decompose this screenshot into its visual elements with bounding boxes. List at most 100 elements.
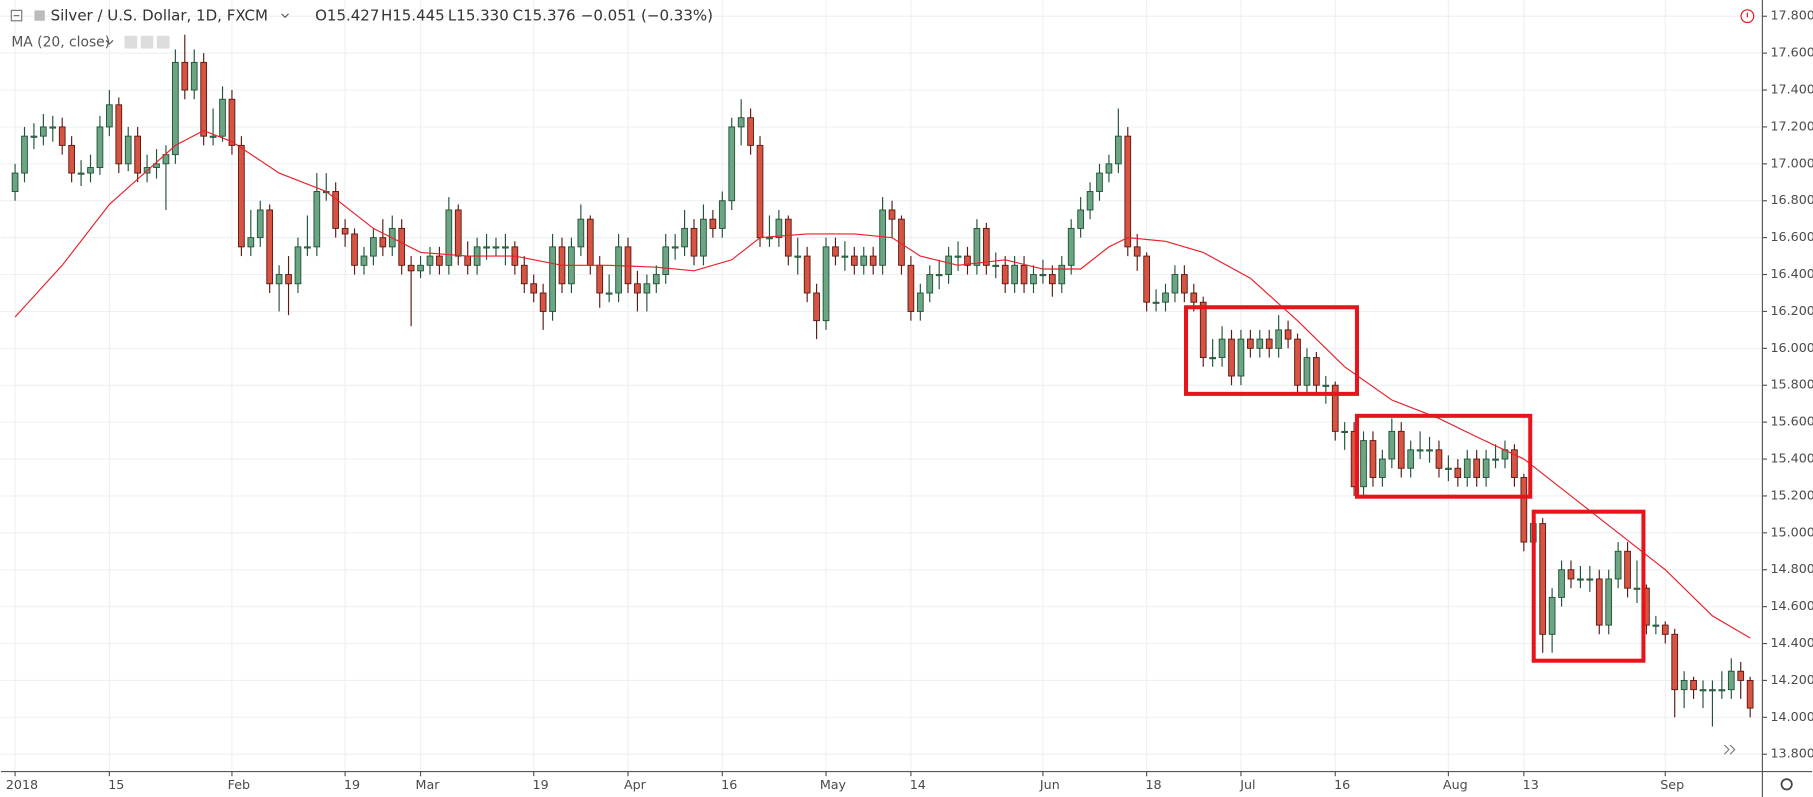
candle-body [341, 227, 349, 235]
candle-body [162, 154, 170, 165]
candle-body [1426, 449, 1433, 452]
ohlc-open: O15.427 [315, 7, 379, 25]
highlight-box [1354, 413, 1533, 499]
candle-body [1633, 587, 1641, 590]
y-tick-label: 14.400 [1770, 635, 1813, 650]
candle-body [1548, 596, 1556, 635]
candle-body [1671, 633, 1679, 691]
candle-body [379, 237, 387, 248]
candle-body [1265, 338, 1273, 349]
candle-body [445, 209, 453, 266]
y-tick-label: 16.200 [1770, 303, 1813, 318]
candle-body [747, 117, 754, 146]
candle-body [1397, 430, 1405, 469]
candle-body [1331, 384, 1339, 432]
y-tick-label: 14.800 [1770, 561, 1813, 576]
candle-body [1181, 274, 1188, 294]
candle-body [40, 126, 47, 137]
candle-body [803, 255, 811, 294]
candle-body [247, 237, 255, 248]
candle-body [134, 135, 142, 174]
symbol-title[interactable]: Silver / U.S. Dollar, 1D, FXCM [51, 7, 268, 25]
candle-body [1463, 458, 1471, 478]
candle-body [1115, 135, 1122, 165]
ma-layer [14, 129, 1751, 639]
candle-body [238, 144, 245, 248]
candle-body [351, 233, 358, 266]
candle-body [87, 167, 94, 174]
price-axis: 13.800 14.000 14.200 14.400 14.600 14.800 15.0… [1762, 8, 1813, 761]
settings-icon[interactable] [1780, 778, 1793, 791]
candle-body [1567, 569, 1575, 580]
x-tick-label: 18 [1145, 777, 1161, 792]
candle-body [577, 218, 585, 248]
candle-body [794, 255, 802, 258]
candle-body [586, 218, 594, 266]
candle-body [398, 227, 406, 266]
candle-body [737, 117, 745, 128]
dropdown-arrow[interactable] [281, 13, 289, 19]
highlight-box [1184, 305, 1359, 396]
indicator-label[interactable]: MA (20, close) [11, 35, 110, 51]
candle-body [907, 264, 915, 312]
candle-body [784, 218, 792, 257]
x-tick-label: Jun [1039, 777, 1060, 792]
candle-body [1020, 264, 1028, 285]
candle-body [530, 283, 538, 294]
candle-body [454, 209, 462, 257]
candle-body [1237, 338, 1245, 377]
candle-body [954, 255, 962, 258]
candle-body [643, 283, 651, 294]
y-tick-label: 14.600 [1770, 598, 1813, 613]
candle-body [916, 292, 924, 312]
candle-body [285, 274, 292, 285]
y-tick-label: 16.000 [1770, 340, 1813, 355]
candle-body [1199, 301, 1207, 359]
scroll-button[interactable] [1723, 744, 1736, 755]
candle-body [1086, 191, 1094, 211]
candle-body [756, 144, 764, 239]
indicator-button[interactable] [124, 35, 138, 49]
candle-body [1709, 689, 1716, 692]
alert-icon[interactable] [1740, 9, 1755, 24]
candle-body [1341, 430, 1349, 433]
candle-body [115, 104, 123, 165]
x-tick-label: Mar [416, 777, 441, 792]
y-tick-label: 17.400 [1770, 82, 1813, 97]
symbol-icon [34, 10, 45, 21]
candle-body [1473, 458, 1481, 478]
indicator-button[interactable] [140, 35, 154, 49]
candle-body [228, 98, 236, 146]
x-tick-label: Sep [1660, 777, 1684, 792]
candle-body [407, 264, 415, 272]
candle-body [1680, 679, 1688, 691]
candle-body [615, 246, 622, 294]
candle-body [1718, 689, 1726, 692]
ohlc-close: C15.376 [513, 7, 576, 25]
candle-body [1492, 458, 1499, 461]
candle-body [869, 255, 877, 266]
candle-body [417, 264, 424, 272]
candle-body [1388, 430, 1396, 460]
candle-body [1303, 357, 1311, 386]
candle-body [266, 209, 274, 285]
dropdown-arrow[interactable] [105, 40, 114, 45]
candle-body [850, 255, 858, 266]
indicator-button[interactable] [156, 35, 170, 49]
candle-body [832, 246, 839, 257]
candle-body [313, 191, 321, 248]
candle-body [58, 126, 66, 146]
candle-body [1048, 274, 1056, 285]
candles [11, 34, 1754, 727]
x-tick-label: 2018 [6, 777, 38, 792]
candle-body [1105, 163, 1113, 174]
x-tick-label: 16 [721, 777, 737, 792]
candle-body [1171, 274, 1179, 294]
collapse-icon[interactable] [10, 9, 23, 22]
candle-body [256, 209, 264, 239]
candle-body [1284, 329, 1292, 340]
candle-body [172, 61, 179, 156]
candle-body [1482, 458, 1490, 478]
candle-body [68, 144, 75, 174]
